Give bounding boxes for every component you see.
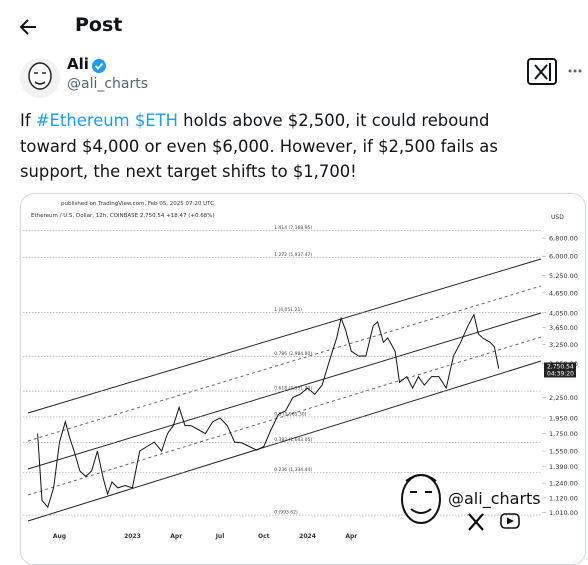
watermark-text: @ali_charts xyxy=(448,489,541,509)
chart: published on TradingView.com, Feb 05, 20… xyxy=(23,201,578,541)
y-tick-label: 5,250.00 xyxy=(549,272,578,280)
fib-label: 1 (4,051.21) xyxy=(274,307,302,313)
verified-badge xyxy=(92,59,106,73)
header-icons xyxy=(19,19,582,98)
avatar[interactable] xyxy=(20,58,60,98)
y-tick-label: 1,950.00 xyxy=(549,415,578,423)
watermark-features xyxy=(405,474,437,514)
x-tick-label: 2024 xyxy=(299,533,316,540)
symbol-info: Ethereum / U.S. Dollar, 12h, COINBASE 2,… xyxy=(31,213,215,219)
fib-label: 0.236 (1,334.44) xyxy=(274,467,312,473)
author-handle[interactable]: @ali_charts xyxy=(67,76,149,92)
fib-label: 0 (993.62) xyxy=(274,510,298,516)
y-tick-label: 6,800.00 xyxy=(549,235,578,243)
fib-label: 0.618 (2,351.20) xyxy=(274,386,312,392)
y-tick-label: 1,390.00 xyxy=(549,463,578,471)
youtube-play xyxy=(507,517,514,525)
y-tick-label: 3,650.00 xyxy=(549,324,578,332)
hashtag-link[interactable]: #Ethereum $ETH xyxy=(35,111,178,130)
text-segment: holds above $2,500, it could rebound tow… xyxy=(20,111,498,181)
fib-label: 1.272 (5,937.47) xyxy=(274,252,312,258)
y-tick-label: 1,750.00 xyxy=(549,430,578,438)
post-text: If #Ethereum $ETH holds above $2,500, it… xyxy=(20,108,540,185)
author-name[interactable]: Ali xyxy=(67,55,89,73)
fib-label: 0.786 (2,984.80) xyxy=(274,351,312,357)
grok-button[interactable] xyxy=(527,58,557,85)
x-tick-label: 2023 xyxy=(124,533,141,540)
last-price-label: 2,750.54 xyxy=(547,363,574,370)
x-tick-label: Aug xyxy=(53,533,66,540)
y-tick-label: 2,250.00 xyxy=(549,394,578,402)
y-tick-label: 3,250.00 xyxy=(549,341,578,349)
y-tick-label: 1,120.00 xyxy=(549,494,578,502)
countdown-label: 04:39:20 xyxy=(547,370,574,377)
post-image[interactable]: published on TradingView.com, Feb 05, 20… xyxy=(20,193,586,565)
x-tick-label: Jul xyxy=(215,533,225,540)
x-tick-label: Apr xyxy=(345,533,357,540)
last-price-tag xyxy=(544,362,576,378)
fib-label: 1.414 (7,168.95) xyxy=(274,225,312,231)
y-tick-label: 6,000.00 xyxy=(549,253,578,261)
youtube-logo xyxy=(500,513,520,529)
text-segment: If xyxy=(20,111,36,130)
y-tick-label: 1,550.00 xyxy=(549,448,578,456)
fib-label: 0.382 (1,643.05) xyxy=(274,437,312,443)
x-logo xyxy=(468,513,484,531)
fib-label: 0.5 (1,965.30) xyxy=(274,411,306,417)
price-line xyxy=(37,313,500,509)
published-note: published on TradingView.com, Feb 05, 20… xyxy=(61,201,214,207)
x-tick-label: Apr xyxy=(170,533,182,540)
watermark-face xyxy=(401,474,441,524)
page: {"header": {"title": "Post"}, "post": {"… xyxy=(19,14,586,565)
y-tick-label: 1,240.00 xyxy=(549,480,578,488)
x-tick-label: Oct xyxy=(258,533,270,540)
y-tick-label: 1,010.00 xyxy=(549,509,578,517)
watermark: @ali_charts xyxy=(401,474,541,531)
back-button[interactable] xyxy=(19,19,36,35)
y-tick-label: 4,650.00 xyxy=(549,289,578,297)
page-title: Post xyxy=(75,14,123,36)
more-button[interactable] xyxy=(568,69,582,73)
currency-label: USD xyxy=(551,214,564,221)
y-tick-label: 4,050.00 xyxy=(549,309,578,317)
